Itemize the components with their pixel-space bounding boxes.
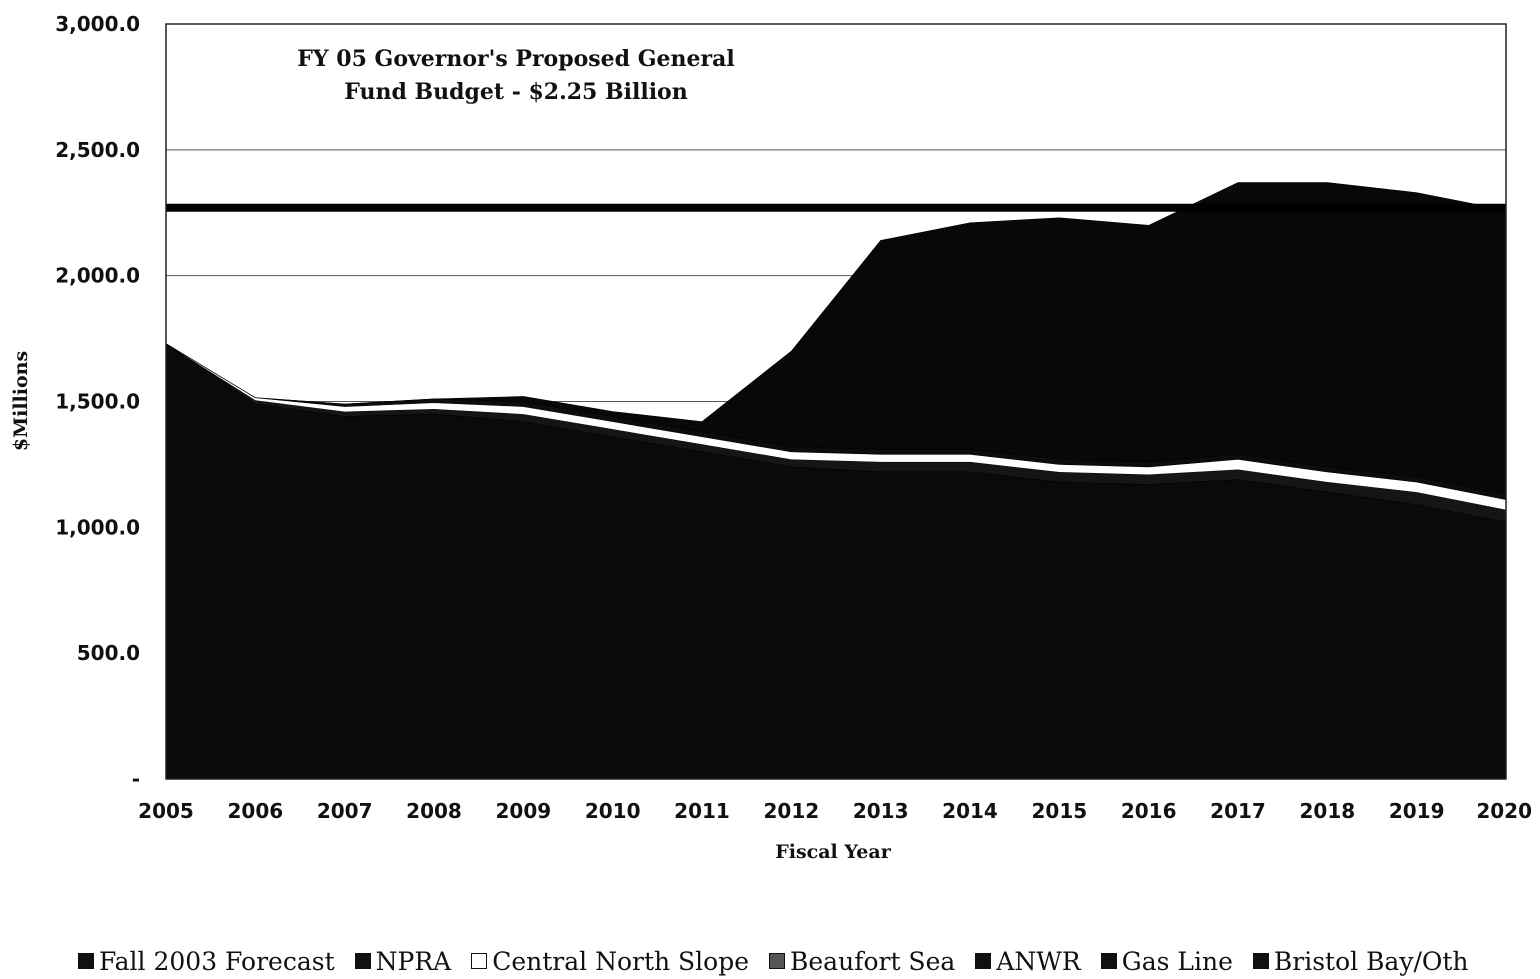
legend-label: Beaufort Sea (790, 946, 956, 976)
legend-item: Fall 2003 Forecast (78, 947, 335, 976)
legend-swatch (975, 953, 992, 969)
y-tick-label: 500.0 (77, 641, 140, 665)
legend-item: Beaufort Sea (769, 947, 955, 976)
x-tick-label: 2019 (1389, 799, 1445, 823)
x-tick-label: 2007 (317, 799, 373, 823)
area-chart: - 500.0 1,000.0 1,500.0 2,000.0 2,500.0 3,000.… (10, 12, 1532, 863)
x-tick-label: 2016 (1121, 799, 1177, 823)
x-tick-label: 2017 (1210, 799, 1266, 823)
legend-item: Bristol Bay/Oth (1252, 946, 1469, 976)
x-tick-label: 2011 (674, 799, 730, 823)
legend-item: Central North Slope (471, 947, 749, 976)
y-tick-label: 3,000.0 (55, 12, 140, 36)
y-tick-label: 1,000.0 (55, 515, 140, 539)
legend-swatch (354, 953, 371, 969)
legend-label: Central North Slope (492, 946, 750, 976)
legend: Fall 2003 Forecast NPRA Central North Slop… (78, 944, 1540, 978)
budget-annotation-line-1: FY 05 Governor's Proposed General (297, 46, 734, 72)
x-tick-label: 2006 (227, 799, 283, 823)
x-tick-label: 2020 (1476, 799, 1532, 823)
legend-label: ANWR (996, 946, 1081, 976)
y-tick-label: 1,500.0 (55, 390, 140, 414)
x-tick-label: 2014 (942, 799, 998, 823)
y-tick-label: - (132, 767, 140, 791)
legend-item: ANWR (975, 946, 1081, 976)
x-tick-label: 2008 (406, 799, 462, 823)
legend-label: Fall 2003 Forecast (99, 946, 335, 976)
area-central-north-slope (166, 343, 1506, 510)
legend-item: NPRA (354, 946, 452, 976)
legend-swatch (1100, 953, 1117, 969)
x-axis-title: Fiscal Year (775, 841, 891, 863)
legend-label: Gas Line (1121, 946, 1233, 976)
legend-swatch (78, 953, 94, 969)
legend-swatch (471, 953, 488, 969)
x-tick-label: 2009 (495, 799, 551, 823)
legend-swatch (1252, 953, 1269, 969)
y-tick-label: 2,500.0 (55, 138, 140, 162)
legend-item: Gas Line (1100, 946, 1233, 976)
y-tick-label: 2,000.0 (55, 264, 140, 288)
x-tick-label: 2015 (1031, 799, 1087, 823)
x-tick-label: 2013 (853, 799, 909, 823)
x-tick-labels: 2005 2006 2007 2008 2009 2010 2011 2012 2013 2014… (138, 799, 1532, 823)
legend-label: Bristol Bay/Oth (1273, 946, 1469, 976)
y-axis-title: $Millions (10, 351, 32, 451)
x-tick-label: 2010 (585, 799, 641, 823)
x-tick-label: 2005 (138, 799, 194, 823)
plot-frame (165, 23, 1507, 780)
x-tick-label: 2018 (1299, 799, 1355, 823)
legend-label: NPRA (375, 946, 452, 976)
legend-swatch (769, 953, 786, 969)
y-tick-labels: - 500.0 1,000.0 1,500.0 2,000.0 2,500.0 3,000.… (55, 12, 140, 791)
stacked-areas (165, 182, 1507, 780)
x-tick-label: 2012 (763, 799, 819, 823)
budget-annotation-line-2: Fund Budget - $2.25 Billion (344, 79, 687, 105)
